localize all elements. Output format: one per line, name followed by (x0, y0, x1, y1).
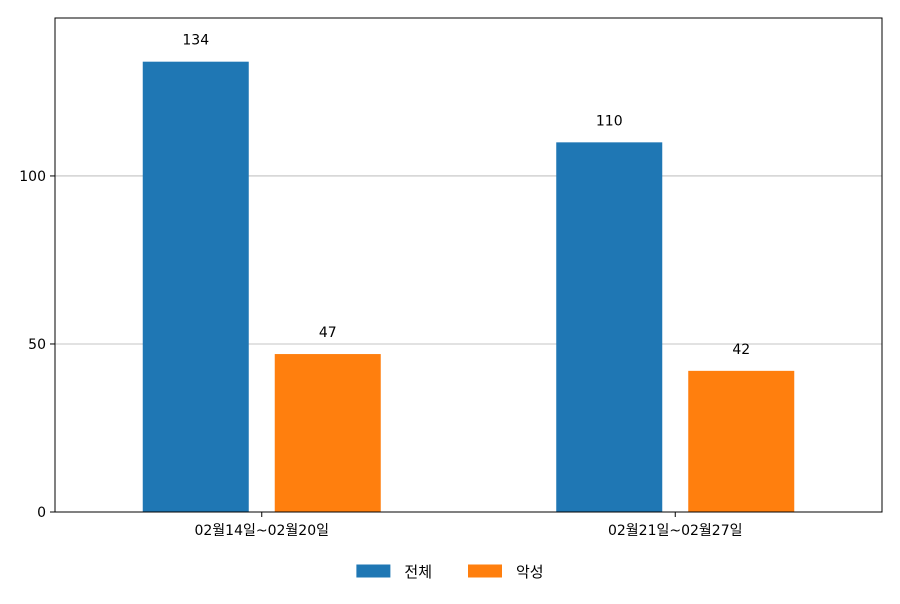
plot-frame (54, 17, 883, 513)
legend-label: 전체 (404, 563, 432, 581)
labels-layer: 134 47 110 42 (182, 33, 750, 358)
legend-swatch (356, 564, 391, 578)
bar-value-label: 110 (596, 113, 623, 129)
x-tick-label: 02월21일~02월27일 (608, 523, 743, 539)
bar-malicious (274, 354, 381, 512)
bars-layer (142, 61, 795, 513)
legend: 전체 악성 (356, 563, 544, 581)
bar-total (556, 142, 663, 512)
ticks-layer: 0 50 100 02월14일~02월20일 02월21일~02월27일 (19, 169, 742, 539)
bar-value-label: 47 (319, 325, 337, 341)
y-tick-label: 0 (37, 505, 46, 521)
legend-swatch (468, 564, 502, 578)
bar-malicious (688, 370, 795, 512)
bar-value-label: 42 (732, 342, 750, 358)
bar-total (142, 61, 249, 513)
y-tick-label: 50 (28, 337, 46, 353)
y-tick-label: 100 (19, 169, 46, 185)
x-tick-label: 02월14일~02월20일 (194, 523, 329, 539)
bar-value-label: 134 (182, 33, 209, 49)
legend-label: 악성 (516, 563, 544, 581)
